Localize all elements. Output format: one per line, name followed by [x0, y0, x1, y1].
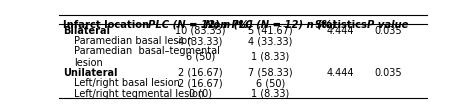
Text: Bilateral: Bilateral [63, 25, 110, 35]
Text: 2 (16.67): 2 (16.67) [178, 77, 223, 87]
Text: 7 (58.33): 7 (58.33) [248, 67, 293, 77]
Text: Left/right tegmental lesion: Left/right tegmental lesion [74, 88, 204, 98]
Text: 4.444: 4.444 [327, 25, 354, 35]
Text: Infarct location: Infarct location [63, 19, 149, 29]
Text: 1 (8.33): 1 (8.33) [251, 88, 290, 98]
Text: 4 (33.33): 4 (33.33) [248, 36, 292, 46]
Text: Left/right basal lesion: Left/right basal lesion [74, 77, 180, 87]
Text: Unilateral: Unilateral [63, 67, 118, 77]
Text: 6 (50): 6 (50) [186, 51, 215, 61]
Text: 4.444: 4.444 [327, 67, 354, 77]
Text: 2 (16.67): 2 (16.67) [178, 67, 223, 77]
Text: Non-PLC (N = 12) n (%): Non-PLC (N = 12) n (%) [205, 19, 336, 29]
Text: 1 (8.33): 1 (8.33) [251, 51, 290, 61]
Text: 0.035: 0.035 [374, 67, 402, 77]
Text: 0 (0): 0 (0) [189, 88, 212, 98]
Text: PLC (N = 12) n (%): PLC (N = 12) n (%) [148, 19, 253, 29]
Text: Statistics: Statistics [314, 19, 367, 29]
Text: 4 (33.33): 4 (33.33) [179, 36, 223, 46]
Text: P value: P value [367, 19, 409, 29]
Text: 10 (83.33): 10 (83.33) [175, 25, 226, 35]
Text: 0.035: 0.035 [374, 25, 402, 35]
Text: Paramedian  basal–tegmental
lesion: Paramedian basal–tegmental lesion [74, 46, 220, 67]
Text: 5 (41.67): 5 (41.67) [248, 25, 293, 35]
Text: 6 (50): 6 (50) [256, 77, 285, 87]
Text: Paramedian basal lesion: Paramedian basal lesion [74, 36, 193, 46]
